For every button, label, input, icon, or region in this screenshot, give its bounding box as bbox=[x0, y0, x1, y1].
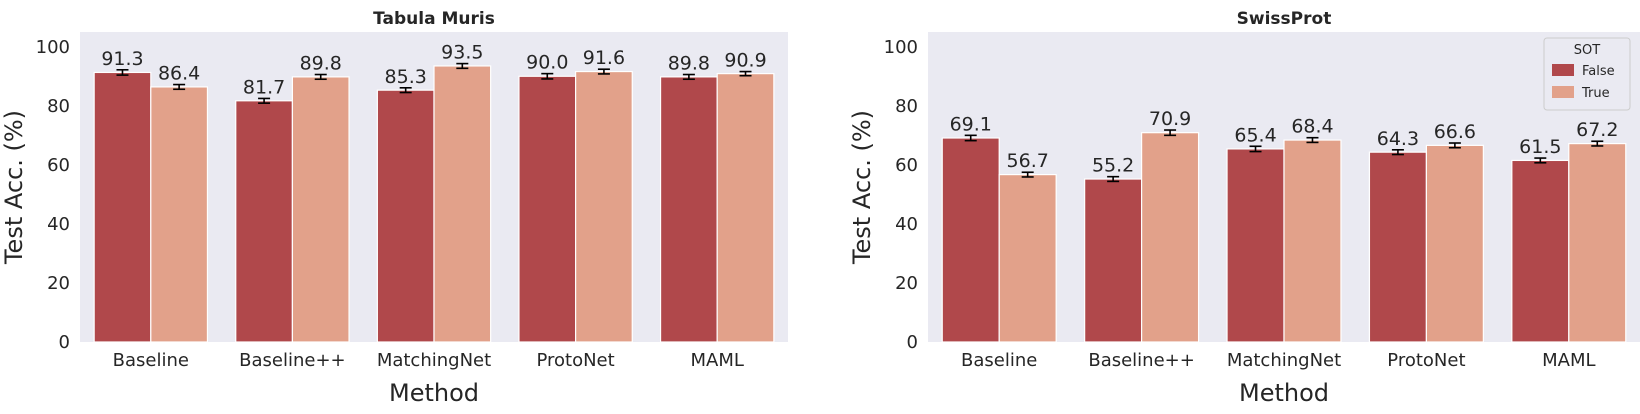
data-label: 86.4 bbox=[158, 63, 200, 85]
x-tick-label: Baseline++ bbox=[239, 350, 345, 371]
bar bbox=[235, 100, 293, 343]
x-tick-label: Baseline bbox=[961, 350, 1037, 371]
data-label: 70.9 bbox=[1149, 108, 1191, 130]
data-label: 91.6 bbox=[583, 47, 625, 69]
bar bbox=[291, 76, 350, 343]
bar bbox=[1511, 159, 1570, 343]
legend-title: SOT bbox=[1574, 43, 1600, 58]
data-label: 89.8 bbox=[300, 53, 342, 75]
data-label: 85.3 bbox=[385, 66, 427, 88]
bar bbox=[941, 137, 1000, 343]
bar bbox=[518, 75, 577, 343]
data-label: 67.2 bbox=[1576, 119, 1618, 141]
y-tick-label: 100 bbox=[36, 37, 70, 58]
y-tick-label: 60 bbox=[895, 155, 918, 176]
bar bbox=[1425, 144, 1484, 343]
bar bbox=[93, 71, 152, 343]
bar bbox=[1368, 151, 1427, 343]
x-tick-label: MatchingNet bbox=[377, 350, 491, 371]
x-tick-label: MAML bbox=[690, 350, 743, 371]
y-tick-label: 100 bbox=[884, 37, 918, 58]
chart-title: Tabula Muris bbox=[373, 9, 495, 29]
y-tick-label: 40 bbox=[47, 214, 70, 235]
bar bbox=[1226, 148, 1285, 343]
data-label: 61.5 bbox=[1519, 136, 1561, 158]
data-label: 81.7 bbox=[243, 76, 285, 98]
legend-swatch bbox=[1552, 86, 1574, 98]
x-tick-label: ProtoNet bbox=[1387, 350, 1465, 371]
y-tick-label: 20 bbox=[895, 273, 918, 294]
bar bbox=[1140, 132, 1200, 343]
y-axis-label: Test Acc. (%) bbox=[0, 110, 28, 265]
y-tick-label: 60 bbox=[47, 155, 70, 176]
bar bbox=[998, 174, 1057, 343]
legend: SOT False True bbox=[1543, 37, 1631, 111]
data-label: 65.4 bbox=[1234, 124, 1276, 146]
chart-0: Tabula Muris Test Acc. (%) Method 0 20 40 60 80… bbox=[0, 9, 788, 407]
x-tick-label: Baseline++ bbox=[1088, 350, 1194, 371]
data-label: 55.2 bbox=[1092, 155, 1134, 177]
legend-swatch bbox=[1552, 64, 1574, 76]
chart-1: SwissProt Test Acc. (%) Method 0 20 40 60 80 100… bbox=[848, 9, 1640, 407]
data-label: 90.9 bbox=[724, 50, 766, 72]
y-tick-label: 80 bbox=[47, 96, 70, 117]
data-label: 68.4 bbox=[1291, 116, 1333, 138]
legend-label: False bbox=[1582, 64, 1615, 79]
y-tick-label: 40 bbox=[895, 214, 918, 235]
y-tick-label: 80 bbox=[895, 96, 918, 117]
bar bbox=[1084, 178, 1143, 343]
x-tick-label: MAML bbox=[1542, 350, 1595, 371]
bar bbox=[659, 76, 718, 343]
chart-title: SwissProt bbox=[1237, 9, 1332, 29]
bar bbox=[1283, 139, 1342, 343]
data-label: 93.5 bbox=[441, 42, 483, 64]
x-axis-label: Method bbox=[1239, 379, 1329, 407]
y-tick-label: 0 bbox=[59, 332, 70, 353]
data-label: 89.8 bbox=[668, 53, 710, 75]
y-tick-label: 0 bbox=[907, 332, 918, 353]
bar bbox=[1568, 143, 1627, 343]
data-label: 56.7 bbox=[1007, 150, 1049, 172]
data-label: 69.1 bbox=[950, 113, 992, 135]
bar bbox=[376, 89, 435, 343]
data-label: 90.0 bbox=[526, 52, 568, 74]
legend-label: True bbox=[1581, 86, 1610, 101]
data-label: 64.3 bbox=[1377, 128, 1419, 150]
bar bbox=[150, 86, 209, 343]
x-tick-label: Baseline bbox=[113, 350, 189, 371]
data-label: 91.3 bbox=[101, 48, 143, 70]
bar bbox=[433, 65, 492, 343]
y-axis-label: Test Acc. (%) bbox=[848, 110, 876, 265]
x-tick-label: MatchingNet bbox=[1227, 350, 1341, 371]
x-axis-label: Method bbox=[389, 379, 479, 407]
bar bbox=[716, 73, 775, 343]
x-tick-label: ProtoNet bbox=[536, 350, 614, 371]
bar bbox=[574, 70, 633, 343]
data-label: 66.6 bbox=[1434, 121, 1476, 143]
y-tick-label: 20 bbox=[47, 273, 70, 294]
